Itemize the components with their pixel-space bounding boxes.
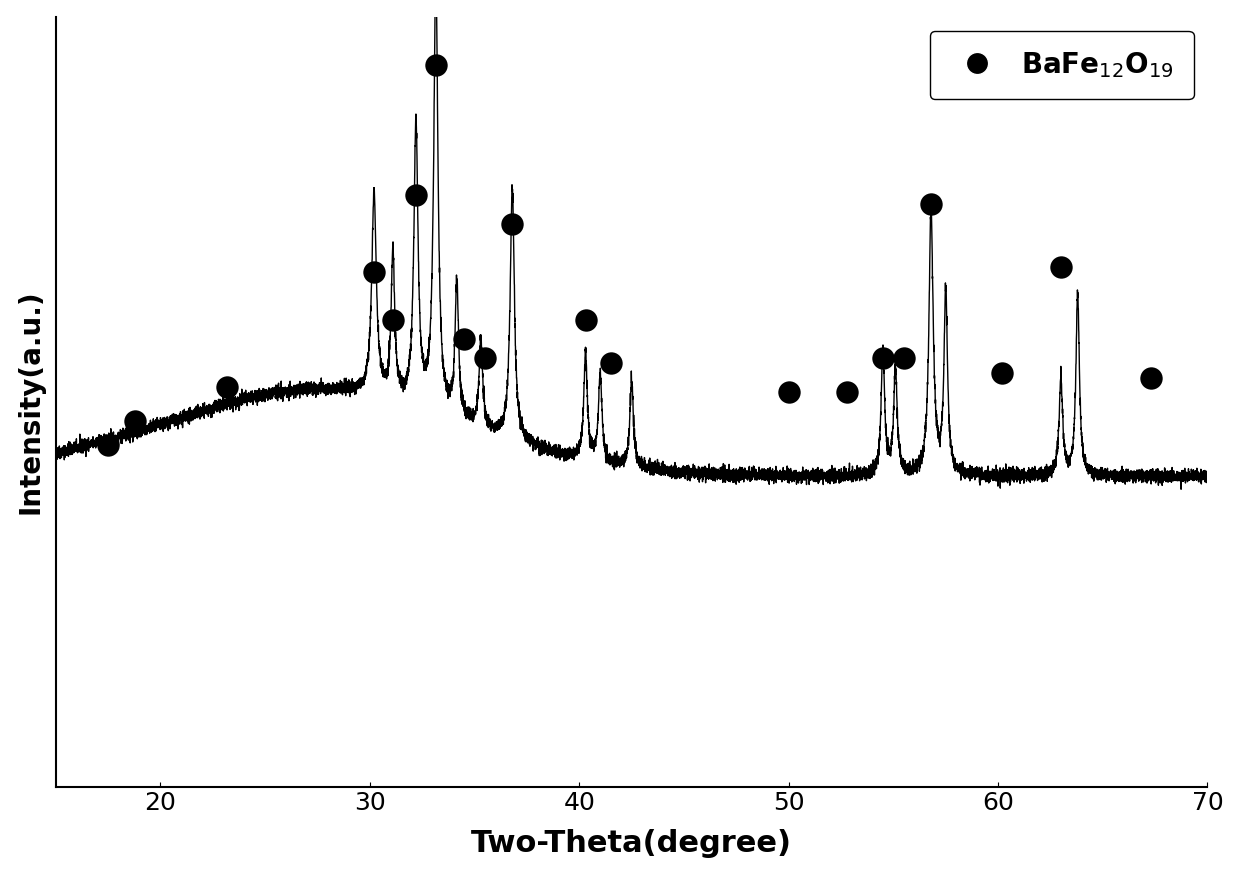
Point (894, 352, 914, 366)
Point (921, 198, 941, 212)
Point (365, 265, 384, 279)
Point (837, 385, 857, 399)
Point (454, 332, 474, 346)
Point (1052, 260, 1071, 274)
Legend: BaFe$_{12}$O$_{19}$: BaFe$_{12}$O$_{19}$ (930, 31, 1194, 99)
Point (383, 313, 403, 327)
Point (425, 58, 445, 72)
Point (873, 352, 893, 366)
Point (98, 438, 118, 452)
Point (992, 366, 1012, 380)
Point (217, 381, 237, 395)
Y-axis label: Intensity(a.u.): Intensity(a.u.) (16, 290, 45, 514)
X-axis label: Two-Theta(degree): Two-Theta(degree) (471, 830, 792, 858)
Point (575, 313, 595, 327)
Point (600, 356, 620, 370)
Point (1141, 371, 1161, 385)
Point (475, 352, 495, 366)
Point (779, 385, 799, 399)
Point (125, 414, 145, 428)
Point (405, 188, 425, 202)
Point (502, 217, 522, 231)
